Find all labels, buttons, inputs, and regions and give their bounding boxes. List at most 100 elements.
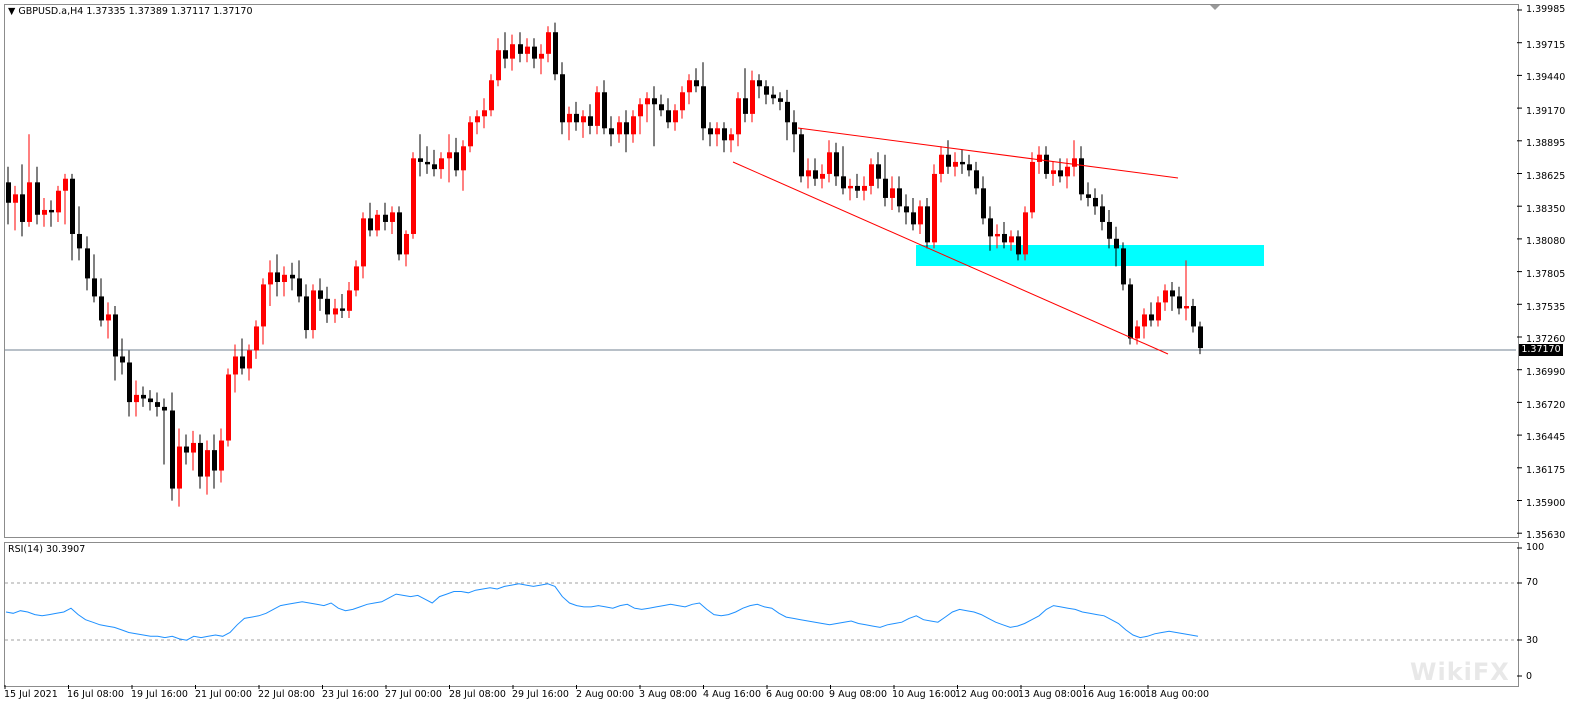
- bearish-candle: [325, 298, 330, 315]
- bullish-candle: [510, 44, 515, 59]
- price-label: 1.38080: [1526, 236, 1566, 247]
- bearish-candle: [127, 362, 132, 403]
- bearish-candle: [560, 74, 565, 123]
- price-label: 1.38895: [1526, 138, 1566, 149]
- support-zone-rect: [916, 245, 1264, 266]
- time-label: 28 Jul 08:00: [449, 689, 506, 700]
- bearish-candle: [841, 176, 846, 189]
- wikifx-watermark: WikiFX: [1410, 658, 1510, 686]
- bearish-candle: [652, 98, 657, 105]
- dropdown-triangle-icon[interactable]: ▼: [8, 6, 16, 17]
- time-label: 12 Aug 00:00: [955, 689, 1020, 700]
- price-label: 1.37805: [1526, 269, 1566, 280]
- bullish-candle: [261, 284, 266, 327]
- bearish-candle: [297, 278, 302, 297]
- bullish-candle: [567, 113, 572, 123]
- bearish-candle: [1128, 284, 1133, 339]
- bearish-candle: [6, 182, 11, 203]
- bearish-candle: [708, 128, 713, 135]
- bullish-candle: [595, 92, 600, 126]
- bullish-candle: [736, 98, 741, 135]
- bullish-candle: [890, 188, 895, 198]
- bearish-candle: [785, 101, 790, 123]
- price-label: 1.35900: [1526, 498, 1566, 509]
- bearish-candle: [77, 233, 82, 249]
- bearish-candle: [876, 164, 881, 179]
- price-chart-pane[interactable]: [4, 4, 1519, 538]
- bearish-candle: [397, 212, 402, 255]
- time-label: 16 Aug 16:00: [1082, 689, 1147, 700]
- rsi-indicator-pane[interactable]: [4, 542, 1519, 687]
- bearish-candle: [960, 161, 965, 165]
- price-label: 1.37260: [1526, 334, 1566, 345]
- bullish-candle: [687, 80, 692, 93]
- bearish-candle: [988, 218, 993, 237]
- bullish-candle: [247, 350, 252, 369]
- bearish-candle: [743, 98, 748, 114]
- bearish-candle: [425, 161, 430, 165]
- bullish-candle: [1135, 326, 1140, 339]
- bullish-candle: [932, 173, 937, 243]
- bullish-candle: [468, 122, 473, 147]
- bullish-candle: [848, 185, 853, 189]
- time-label: 3 Aug 08:00: [639, 689, 698, 700]
- bullish-candle: [27, 182, 32, 222]
- bullish-candle: [631, 116, 636, 135]
- bullish-candle: [439, 158, 444, 170]
- price-label: 1.39985: [1526, 4, 1566, 15]
- bearish-candle: [275, 272, 280, 283]
- bearish-candle: [383, 214, 388, 222]
- time-label: 6 Aug 00:00: [766, 689, 825, 700]
- bearish-candle: [35, 182, 40, 215]
- time-label: 16 Jul 08:00: [67, 689, 124, 700]
- bullish-candle: [42, 209, 47, 215]
- price-label: 1.39715: [1526, 40, 1566, 51]
- bullish-candle: [226, 374, 231, 441]
- rsi-header: RSI(14) 30.3907: [8, 544, 86, 555]
- bearish-candle: [624, 122, 629, 135]
- bearish-candle: [553, 32, 558, 75]
- bearish-candle: [609, 128, 614, 135]
- bullish-candle: [680, 92, 685, 111]
- bearish-candle: [304, 296, 309, 331]
- bearish-candle: [967, 164, 972, 171]
- price-label: 1.35630: [1526, 530, 1566, 541]
- bullish-candle: [525, 46, 530, 54]
- bullish-candle: [404, 233, 409, 255]
- bearish-candle: [212, 450, 217, 471]
- bearish-candle: [532, 46, 537, 59]
- current-price-badge: 1.37170: [1519, 344, 1563, 356]
- bearish-candle: [855, 185, 860, 191]
- time-label: 23 Jul 16:00: [322, 689, 379, 700]
- bearish-candle: [70, 178, 75, 234]
- bullish-candle: [953, 161, 958, 167]
- price-label: 1.36720: [1526, 400, 1566, 411]
- bullish-candle: [1156, 302, 1161, 321]
- bearish-candle: [1016, 236, 1021, 255]
- bullish-candle: [638, 104, 643, 117]
- bullish-candle: [1051, 170, 1056, 174]
- bullish-candle: [375, 214, 380, 231]
- bearish-candle: [883, 178, 888, 198]
- bearish-candle: [340, 308, 345, 311]
- bullish-candle: [13, 194, 18, 203]
- bullish-candle: [1009, 236, 1014, 243]
- bearish-candle: [1177, 296, 1182, 309]
- bearish-candle: [141, 394, 146, 399]
- bullish-candle: [1142, 314, 1147, 327]
- bearish-candle: [666, 110, 671, 123]
- price-label: 1.36445: [1526, 432, 1566, 443]
- bullish-candle: [1184, 306, 1189, 309]
- price-label: 1.36990: [1526, 367, 1566, 378]
- time-label: 4 Aug 16:00: [703, 689, 762, 700]
- bullish-candle: [333, 308, 338, 315]
- bearish-candle: [834, 152, 839, 177]
- bullish-candle: [482, 110, 487, 117]
- bullish-candle: [546, 32, 551, 54]
- bullish-candle: [995, 233, 1000, 237]
- bullish-candle: [1163, 290, 1168, 303]
- bullish-candle: [106, 314, 111, 321]
- bearish-candle: [722, 128, 727, 141]
- bullish-candle: [56, 190, 61, 213]
